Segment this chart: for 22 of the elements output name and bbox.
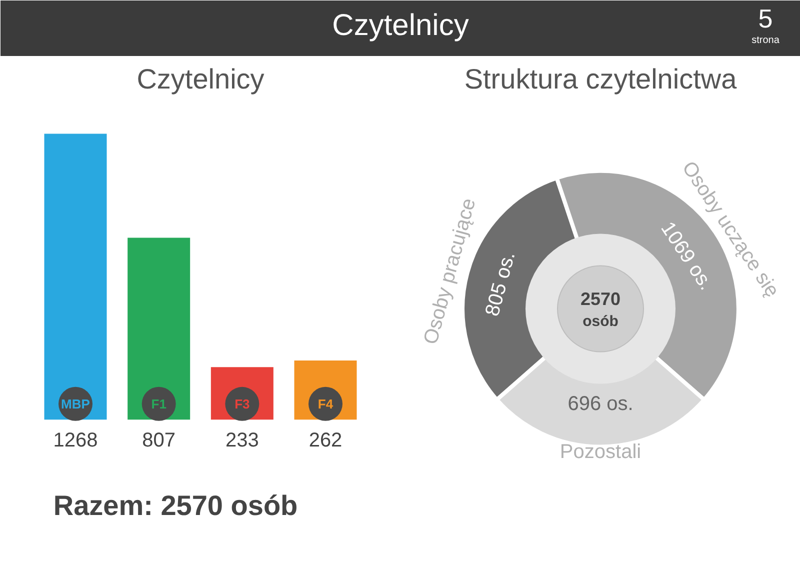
data-label: 262 [308, 430, 342, 452]
slice-label: Pozostali [560, 441, 642, 464]
text: osób [582, 312, 618, 330]
chart-title: Czytelnicy [136, 64, 264, 94]
text: Czytelnicy [332, 9, 469, 42]
text: 5 [758, 4, 773, 34]
x-tick-label: MBP [61, 396, 90, 412]
bar [44, 134, 107, 420]
chart-title: Struktura czytelnictwa [464, 64, 738, 94]
x-tick-label: F3 [234, 396, 250, 412]
text: Razem: 2570 osób [53, 490, 298, 521]
data-label: 805 os. [481, 249, 520, 319]
data-label: 233 [225, 430, 259, 452]
data-label: 807 [142, 430, 176, 452]
slice-label: Osoby pracujące [420, 196, 480, 347]
data-label: 1268 [53, 430, 98, 452]
x-tick-label: F4 [318, 396, 334, 412]
data-label: 696 os. [568, 392, 634, 415]
text: strona [752, 35, 780, 46]
text: 2570 [580, 289, 621, 310]
x-tick-label: F1 [151, 396, 166, 412]
bar [128, 238, 190, 420]
